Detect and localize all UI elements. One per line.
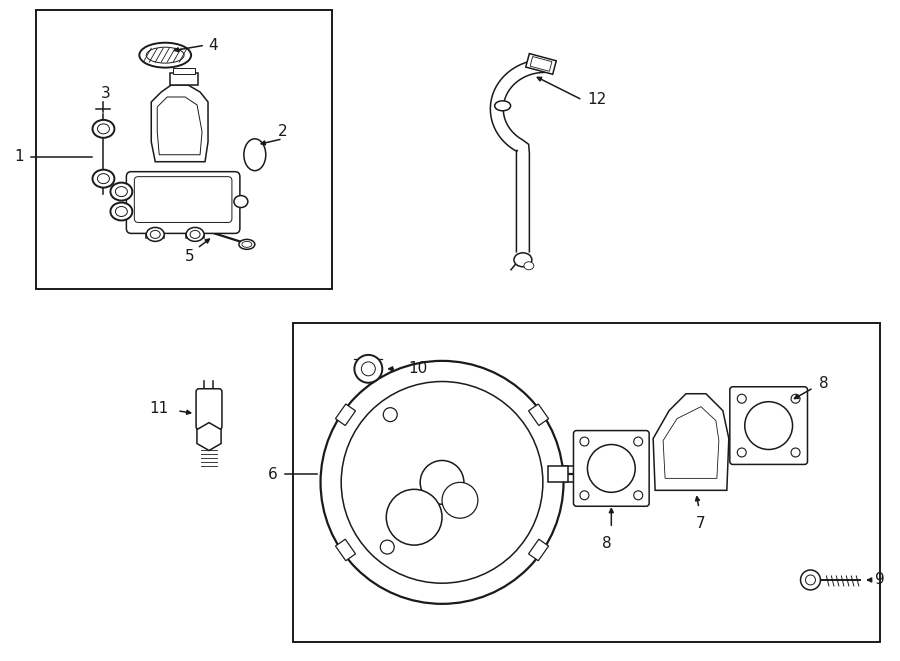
Bar [336, 539, 356, 561]
Bar [36, 11, 332, 289]
FancyBboxPatch shape [126, 172, 240, 233]
Bar [528, 404, 549, 426]
Polygon shape [151, 85, 208, 162]
Bar [528, 539, 549, 561]
Ellipse shape [524, 262, 534, 270]
Circle shape [320, 361, 563, 604]
Text: 4: 4 [208, 38, 218, 53]
Bar [173, 68, 195, 74]
Circle shape [806, 575, 815, 585]
Circle shape [341, 381, 543, 583]
Circle shape [745, 402, 793, 449]
Text: 8: 8 [819, 376, 828, 391]
Ellipse shape [147, 227, 164, 241]
Ellipse shape [140, 43, 191, 67]
Text: 8: 8 [601, 535, 611, 551]
Ellipse shape [242, 241, 252, 247]
Ellipse shape [93, 120, 114, 137]
Ellipse shape [147, 47, 184, 63]
Text: 1: 1 [14, 149, 23, 164]
Bar [292, 323, 880, 642]
Circle shape [386, 489, 442, 545]
Ellipse shape [514, 253, 532, 267]
Text: 12: 12 [588, 93, 607, 108]
Polygon shape [158, 97, 202, 155]
Circle shape [634, 437, 643, 446]
Circle shape [442, 483, 478, 518]
Ellipse shape [234, 196, 248, 208]
FancyBboxPatch shape [196, 389, 222, 430]
Circle shape [362, 362, 375, 376]
Text: 7: 7 [696, 516, 706, 531]
Polygon shape [663, 407, 719, 479]
Ellipse shape [186, 227, 204, 241]
Circle shape [634, 491, 643, 500]
Circle shape [355, 355, 382, 383]
Bar [548, 467, 568, 483]
Circle shape [420, 461, 464, 504]
Text: 5: 5 [185, 249, 195, 264]
Ellipse shape [93, 170, 114, 188]
Ellipse shape [97, 174, 110, 184]
FancyBboxPatch shape [730, 387, 807, 465]
Text: 2: 2 [278, 124, 287, 139]
Ellipse shape [244, 139, 266, 171]
Bar [530, 57, 552, 71]
Ellipse shape [495, 101, 510, 111]
Bar [526, 54, 556, 74]
Bar [336, 404, 356, 426]
Text: 9: 9 [876, 572, 885, 588]
Ellipse shape [115, 186, 128, 196]
Ellipse shape [190, 231, 200, 239]
Circle shape [800, 570, 821, 590]
FancyBboxPatch shape [134, 176, 232, 223]
Circle shape [791, 448, 800, 457]
Ellipse shape [111, 202, 132, 221]
Polygon shape [653, 394, 729, 490]
Circle shape [383, 408, 397, 422]
Circle shape [580, 491, 589, 500]
Circle shape [791, 394, 800, 403]
Circle shape [588, 444, 635, 492]
Text: 11: 11 [149, 401, 169, 416]
Circle shape [737, 448, 746, 457]
Circle shape [381, 540, 394, 554]
Ellipse shape [238, 239, 255, 249]
FancyBboxPatch shape [573, 430, 649, 506]
Text: 10: 10 [409, 362, 428, 376]
Ellipse shape [115, 206, 128, 217]
Ellipse shape [97, 124, 110, 134]
Ellipse shape [150, 231, 160, 239]
Circle shape [737, 394, 746, 403]
Ellipse shape [111, 182, 132, 200]
Bar [170, 73, 198, 85]
Circle shape [580, 437, 589, 446]
Text: 3: 3 [101, 87, 111, 102]
Text: 6: 6 [268, 467, 277, 482]
Circle shape [669, 432, 713, 475]
